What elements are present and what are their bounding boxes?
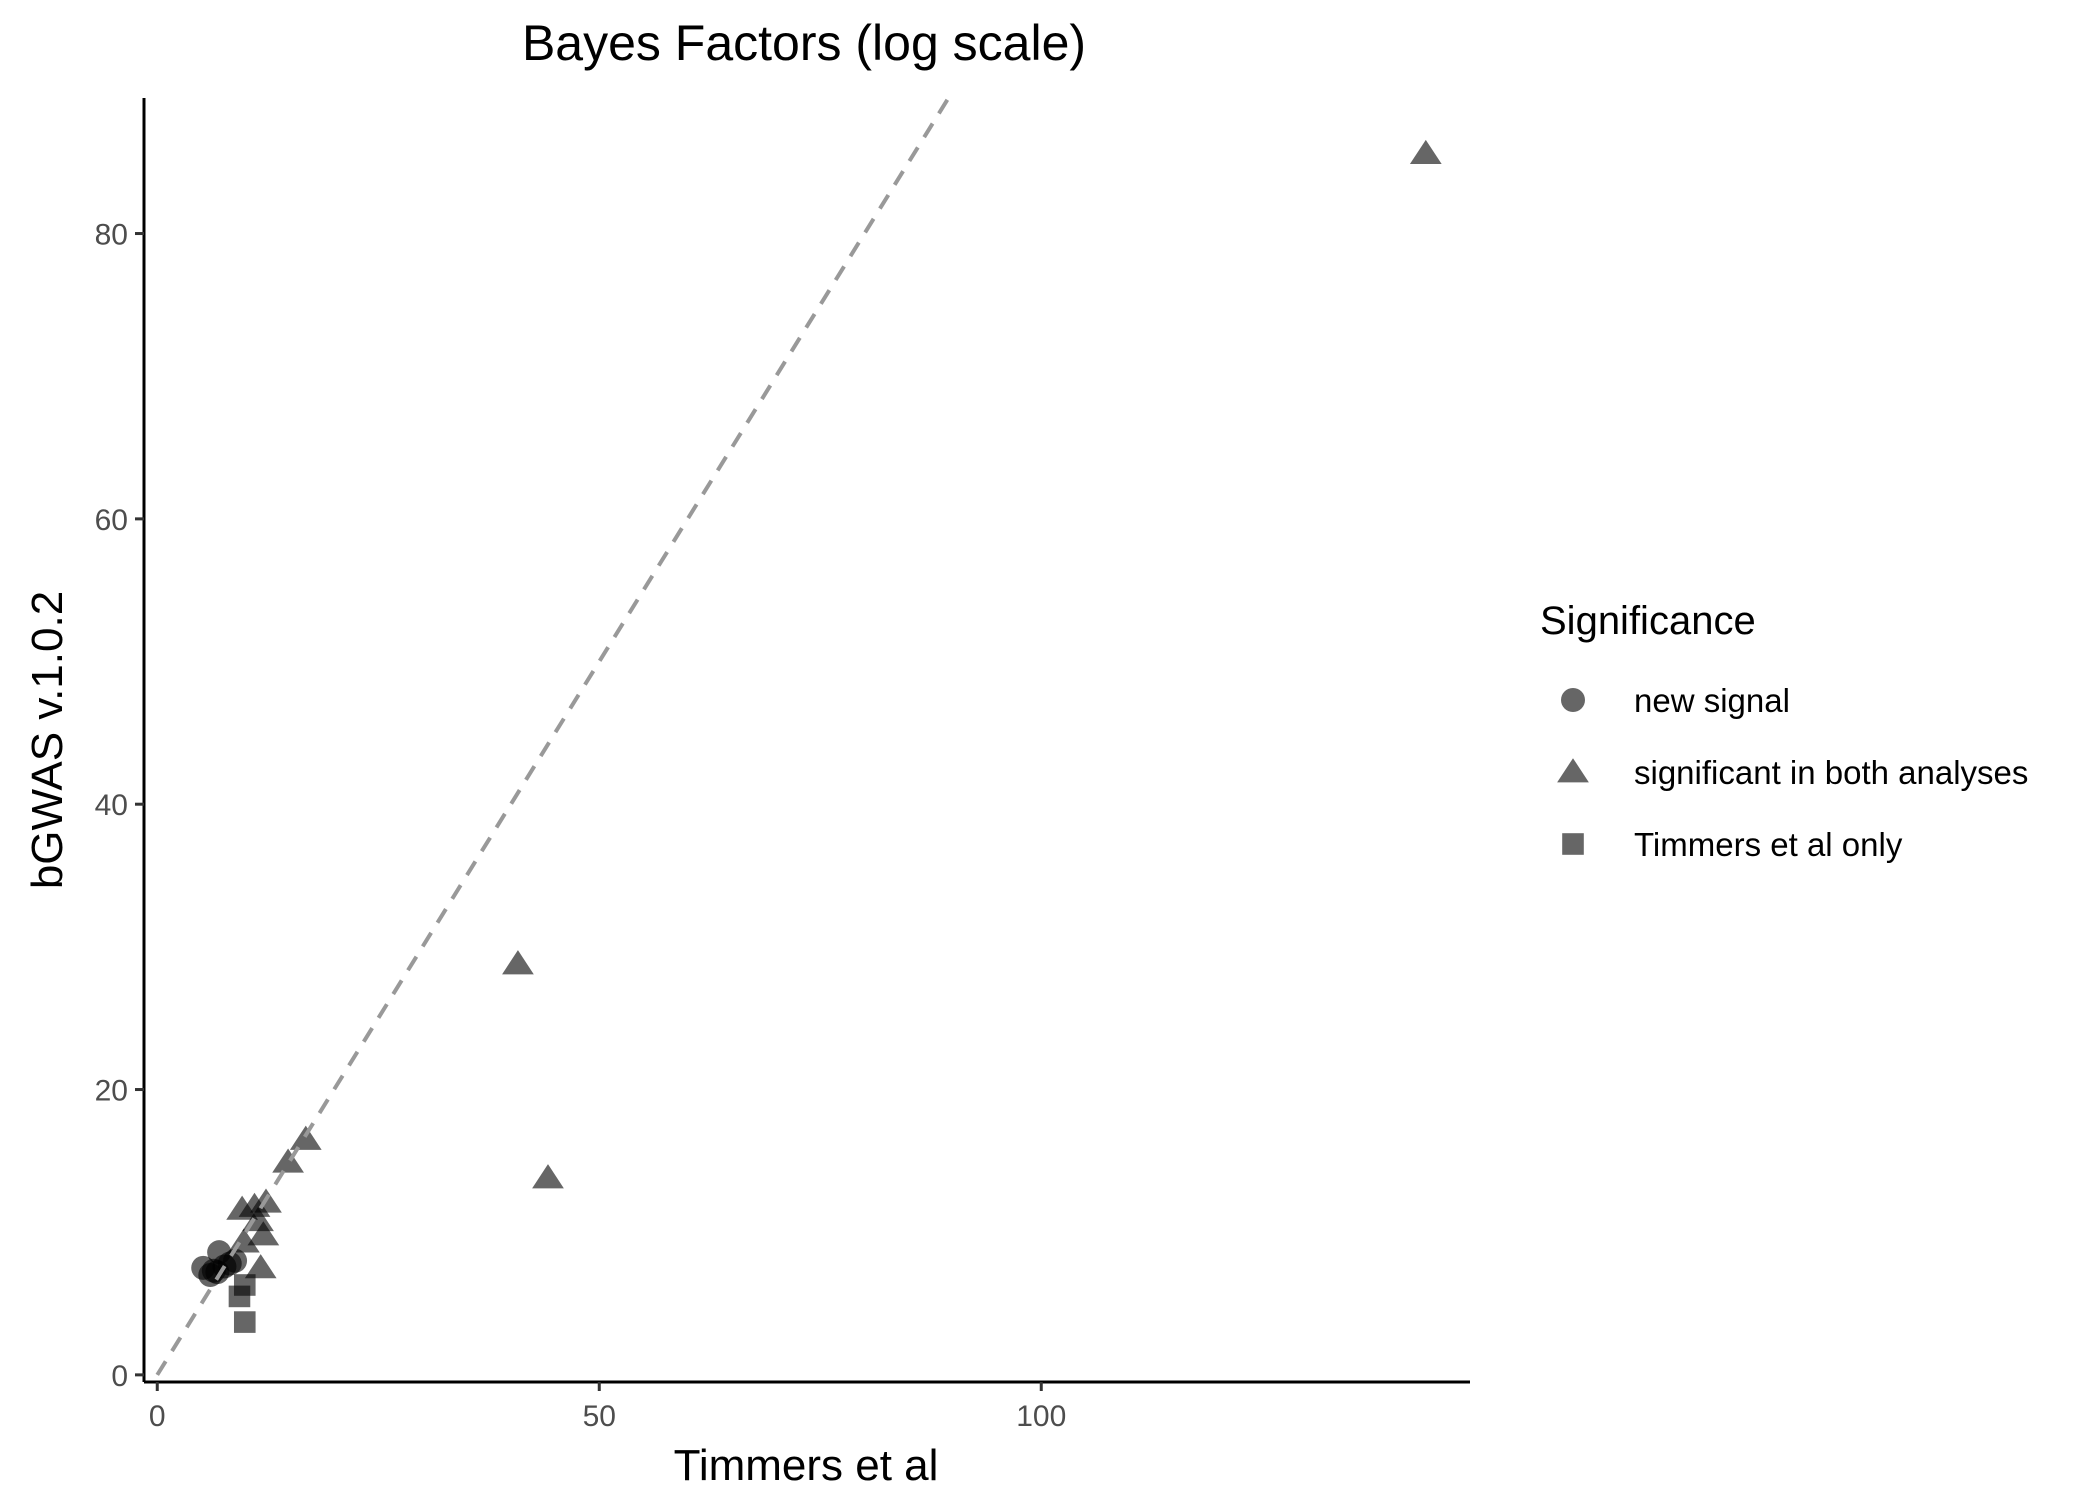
y-tick-label: 60 [95,504,128,537]
point-significant-in-both-analyses [244,1254,277,1279]
legend-key-square [1562,833,1584,855]
legend-label: new signal [1634,682,1790,719]
chart-title: Bayes Factors (log scale) [522,15,1086,71]
ticks-layer: 0 50 100 0 20 40 60 80 [95,219,1067,1433]
point-new-signal [223,1248,248,1273]
point-significant-in-both-analyses [272,1148,304,1173]
axes-layer [142,98,1470,1384]
point-significant-in-both-analyses [247,1221,280,1246]
y-tick-label: 0 [111,1360,128,1393]
y-tick-label: 20 [95,1075,128,1108]
point-significant-in-both-analyses [226,1195,258,1220]
y-axis-title: bGWAS v.1.0.2 [23,591,72,889]
legend-label: Timmers et al only [1634,826,1903,863]
legend: Significance new signal significant in bo… [1540,599,2028,863]
x-tick-label: 0 [149,1400,166,1433]
legend-title: Significance [1540,599,1756,643]
point-significant-in-both-analyses [1409,139,1442,164]
point-timmers-et-al-only [233,1311,256,1333]
points-layer [191,139,1442,1333]
x-tick-label: 100 [1016,1400,1066,1433]
point-significant-in-both-analyses [502,950,534,975]
y-tick-label: 40 [95,789,128,822]
legend-label: significant in both analyses [1634,754,2028,791]
legend-key-circle [1561,688,1585,712]
x-tick-label: 50 [583,1400,616,1433]
point-timmers-et-al-only [233,1274,256,1296]
legend-entries: new signal significant in both analyses Ti… [1557,682,2028,863]
point-significant-in-both-analyses [532,1164,564,1189]
point-significant-in-both-analyses [289,1125,322,1150]
y-tick-label: 80 [95,219,128,252]
x-axis-title: Timmers et al [674,1441,939,1490]
legend-key-triangle [1557,758,1589,783]
